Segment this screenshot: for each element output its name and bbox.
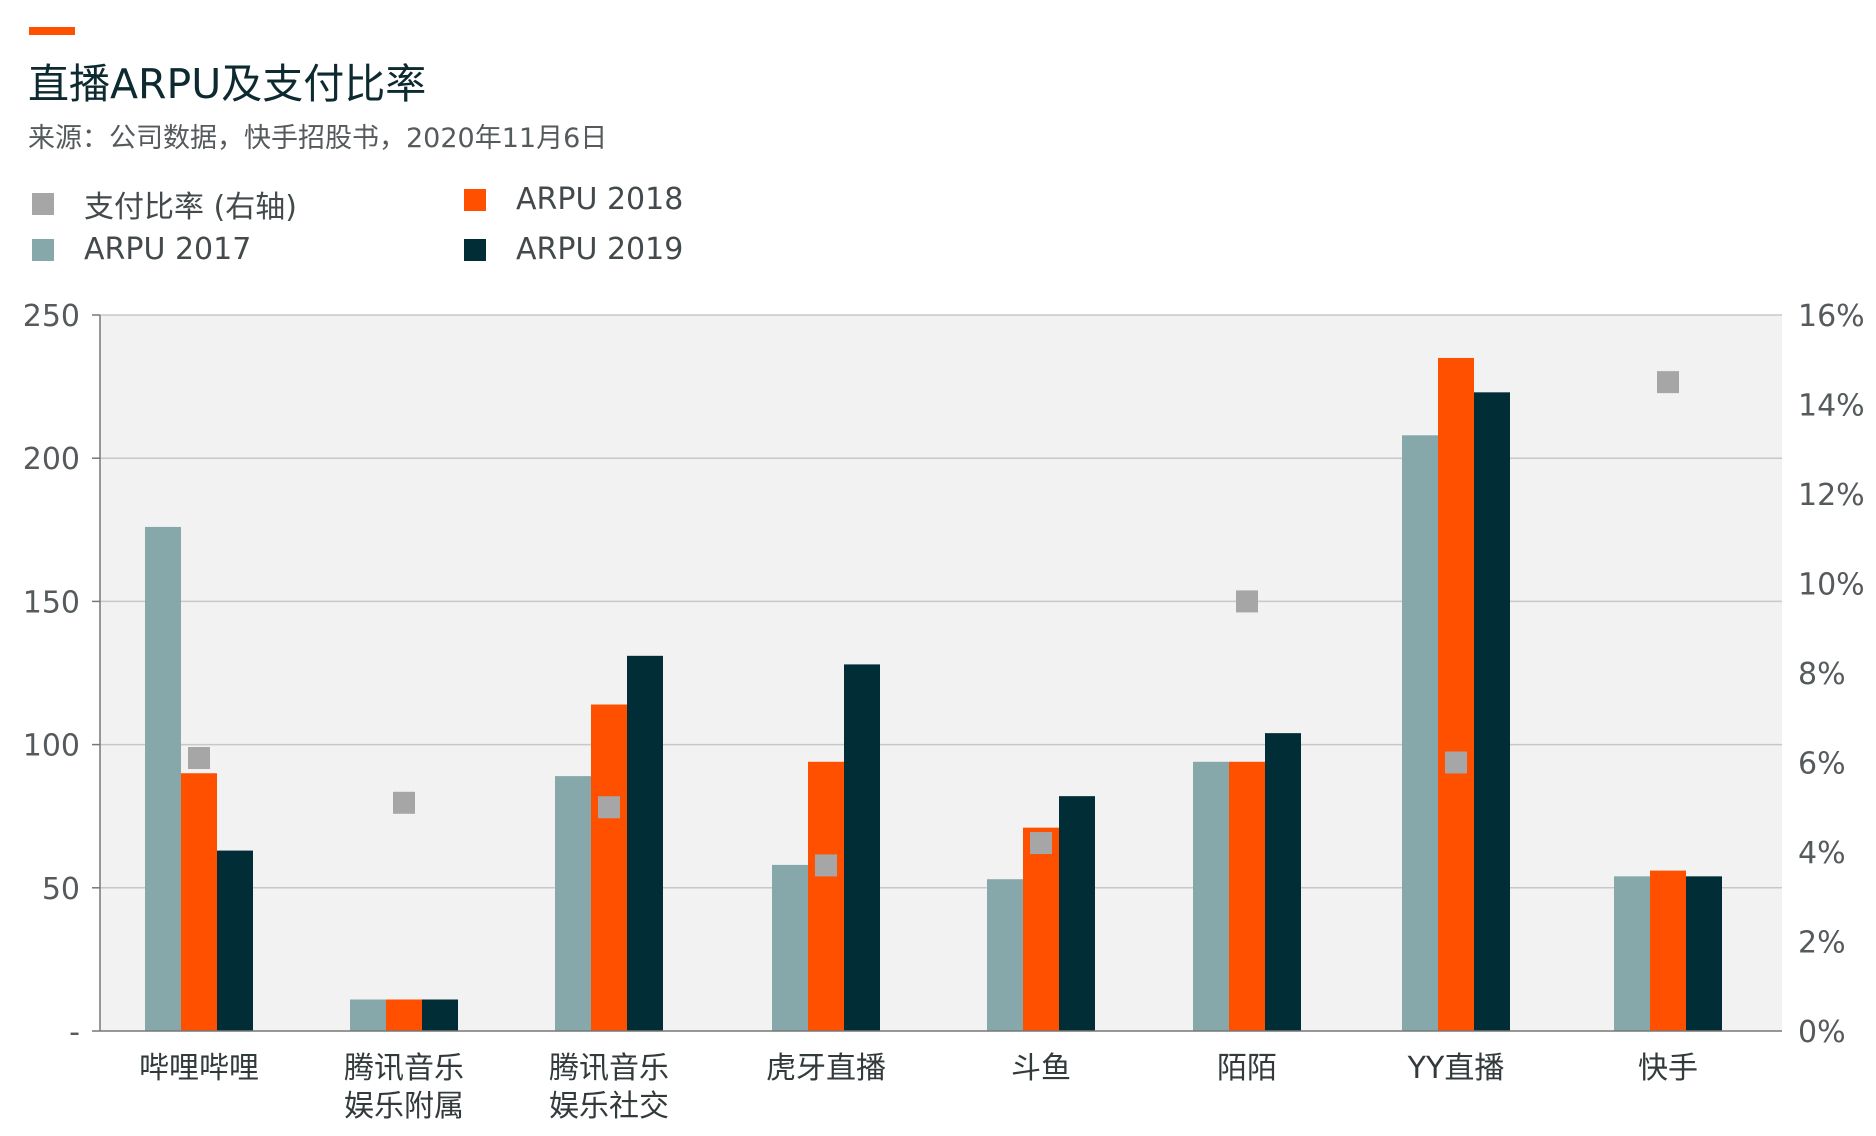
y-right-tick-label: 6% <box>1798 747 1846 782</box>
legend-item-arpu-2019: ARPU 2019 <box>464 232 683 267</box>
y-right-tick-label: 16% <box>1798 299 1865 334</box>
ratio-marker <box>393 791 415 814</box>
bar-arpu-2018 <box>1023 827 1059 1031</box>
legend-label-arpu-2018: ARPU 2018 <box>516 182 684 217</box>
bar-arpu-2018 <box>1650 870 1686 1031</box>
legend-label-ratio: 支付比率 (右轴) <box>84 190 297 225</box>
bar-arpu-2017 <box>772 864 808 1031</box>
legend-swatch-arpu-2018 <box>464 188 486 211</box>
y-right-tick-label: 12% <box>1798 478 1865 513</box>
bar-arpu-2017 <box>145 526 181 1031</box>
x-category-label: YY直播 <box>1407 1051 1505 1086</box>
x-category-label: 快手 <box>1638 1051 1698 1086</box>
ratio-marker <box>1236 590 1258 613</box>
legend-item-arpu-2017: ARPU 2017 <box>32 232 251 267</box>
bar-arpu-2017 <box>1614 876 1650 1031</box>
legend-swatch-arpu-2017 <box>32 238 54 261</box>
x-category-label: 哔哩哔哩 <box>139 1051 259 1086</box>
legend-swatch-arpu-2019 <box>464 238 486 261</box>
bar-arpu-2019 <box>1474 392 1510 1031</box>
x-category-label: 腾讯音乐 <box>549 1051 669 1086</box>
bar-arpu-2018 <box>386 999 422 1031</box>
ratio-marker <box>598 796 620 819</box>
bar-arpu-2018 <box>1229 761 1265 1031</box>
y-right-tick-label: 14% <box>1798 389 1865 424</box>
bar-arpu-2017 <box>1193 761 1229 1031</box>
x-category-label: 娱乐社交 <box>549 1089 669 1124</box>
legend-swatch-ratio <box>32 193 54 215</box>
x-category-label: 娱乐附属 <box>344 1089 464 1124</box>
x-category-label: 腾讯音乐 <box>344 1051 464 1086</box>
chart-title: 直播ARPU及支付比率 <box>28 60 427 108</box>
plot-area <box>100 315 1782 1031</box>
bar-arpu-2017 <box>1402 435 1438 1032</box>
bar-arpu-2018 <box>591 704 627 1031</box>
y-right-tick-label: 8% <box>1798 657 1846 692</box>
y-left-tick-label: 150 <box>23 585 80 620</box>
bar-arpu-2019 <box>627 655 663 1031</box>
x-category-label: 虎牙直播 <box>766 1051 886 1086</box>
bar-arpu-2019 <box>1265 733 1301 1031</box>
y-left-tick-label: 200 <box>23 442 80 477</box>
legend-label-arpu-2017: ARPU 2017 <box>84 232 252 267</box>
bar-arpu-2018 <box>808 761 844 1031</box>
y-right-tick-label: 0% <box>1798 1015 1846 1050</box>
ratio-marker <box>188 747 210 770</box>
y-right-tick-label: 10% <box>1798 568 1865 603</box>
bar-arpu-2017 <box>350 999 386 1031</box>
y-right-tick-label: 4% <box>1798 836 1846 871</box>
legend-item-arpu-2018: ARPU 2018 <box>464 182 683 217</box>
y-left-tick-label: - <box>69 1015 80 1050</box>
y-left-tick-label: 100 <box>23 729 80 764</box>
y-right-tick-label: 2% <box>1798 926 1846 961</box>
x-category-label: 陌陌 <box>1217 1051 1277 1086</box>
chart-source: 来源：公司数据，快手招股书，2020年11月6日 <box>28 123 608 154</box>
y-left-tick-label: 50 <box>42 872 80 907</box>
bar-arpu-2019 <box>422 999 458 1031</box>
x-category-label: 斗鱼 <box>1011 1051 1071 1086</box>
bar-arpu-2019 <box>844 664 880 1031</box>
chart-legend: 支付比率 (右轴) ARPU 2017 ARPU 2018 ARPU 2019 <box>32 182 752 282</box>
bar-arpu-2018 <box>1438 357 1474 1032</box>
title-accent-bar <box>29 27 75 35</box>
bar-arpu-2019 <box>1686 876 1722 1031</box>
ratio-marker <box>1657 371 1679 394</box>
ratio-marker <box>1030 832 1052 855</box>
bar-arpu-2019 <box>217 850 253 1031</box>
bar-arpu-2019 <box>1059 796 1095 1031</box>
ratio-marker <box>1445 751 1467 774</box>
legend-item-ratio: 支付比率 (右轴) <box>32 182 297 226</box>
bar-arpu-2018 <box>181 773 217 1031</box>
legend-label-arpu-2019: ARPU 2019 <box>516 232 684 267</box>
bar-arpu-2017 <box>987 879 1023 1031</box>
bar-arpu-2017 <box>555 776 591 1031</box>
y-left-tick-label: 250 <box>23 299 80 334</box>
ratio-marker <box>815 854 837 877</box>
